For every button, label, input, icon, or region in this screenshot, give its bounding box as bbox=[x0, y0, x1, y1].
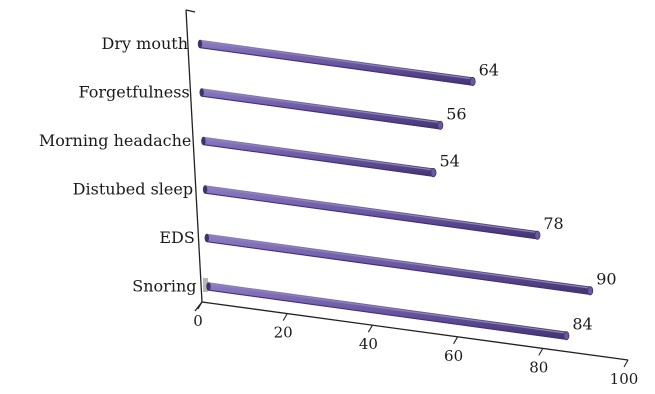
category-label: Forgetfulness bbox=[79, 83, 190, 102]
value-label: 78 bbox=[543, 214, 563, 233]
bar-shadow bbox=[205, 192, 538, 240]
chart-axes bbox=[185, 9, 629, 368]
bar-start-cap bbox=[204, 233, 209, 243]
chart-labels: 0 20 40 60 80 100 64 Dry mouth 56 Forgetfulness 54… bbox=[39, 34, 638, 388]
bar-shadow bbox=[201, 95, 441, 130]
value-label: 90 bbox=[596, 270, 616, 289]
x-tick-mark bbox=[197, 301, 203, 310]
bar-end-cap bbox=[587, 286, 594, 296]
y-axis-line bbox=[185, 9, 203, 303]
x-tick-mark bbox=[367, 324, 373, 333]
x-tick-label: 100 bbox=[610, 370, 639, 388]
value-label: 54 bbox=[439, 152, 459, 171]
bar-start-cap bbox=[201, 136, 206, 146]
x-tick-mark bbox=[282, 313, 288, 321]
bar-morning-headache bbox=[201, 136, 437, 178]
bar-start-cap bbox=[202, 185, 208, 194]
x-tick-mark bbox=[623, 359, 629, 368]
bar-end-cap bbox=[437, 120, 444, 130]
bar-end-cap bbox=[430, 168, 437, 178]
category-label: Distubed sleep bbox=[73, 180, 193, 199]
category-label: EDS bbox=[159, 228, 194, 247]
category-label: Snoring bbox=[132, 277, 196, 296]
bar-highlight bbox=[208, 283, 567, 334]
bar-end-cap bbox=[534, 230, 541, 240]
bar-shadow bbox=[199, 47, 473, 86]
bar-distubed-sleep bbox=[202, 185, 541, 240]
bar-end-cap bbox=[563, 331, 570, 341]
value-label: 64 bbox=[479, 60, 499, 79]
x-tick-mark bbox=[538, 348, 544, 356]
bar-snoring bbox=[206, 282, 570, 341]
bar-highlight bbox=[201, 89, 441, 124]
bar-highlight bbox=[205, 186, 538, 234]
bar-forgetfulness bbox=[199, 88, 444, 130]
bar-shadow bbox=[206, 241, 591, 295]
bar-eds bbox=[204, 233, 594, 296]
value-label: 84 bbox=[572, 315, 592, 334]
bar-start-cap bbox=[206, 282, 211, 291]
value-label: 56 bbox=[446, 104, 466, 123]
x-tick-label: 80 bbox=[529, 358, 548, 376]
bar-shadow bbox=[208, 289, 567, 340]
snoring-base-stub bbox=[203, 278, 208, 292]
x-tick-label: 40 bbox=[359, 335, 378, 353]
bar-highlight bbox=[203, 137, 434, 171]
bar-highlight bbox=[199, 40, 473, 80]
bar-end-cap bbox=[469, 76, 476, 87]
bar-dry-mouth bbox=[197, 39, 476, 87]
category-label: Dry mouth bbox=[102, 34, 188, 53]
x-tick-label: 0 bbox=[193, 312, 203, 330]
x-tick-mark bbox=[453, 336, 459, 345]
bar-series bbox=[197, 39, 594, 341]
category-label: Morning headache bbox=[39, 131, 192, 150]
bar-start-cap bbox=[199, 88, 204, 97]
x-tick-label: 60 bbox=[444, 347, 463, 365]
bar-start-cap bbox=[197, 39, 203, 49]
y-axis-cap bbox=[185, 9, 196, 13]
bar-highlight bbox=[206, 234, 591, 289]
bar-shadow bbox=[203, 144, 434, 177]
x-tick-label: 20 bbox=[274, 324, 293, 342]
x-axis-line bbox=[201, 301, 629, 361]
